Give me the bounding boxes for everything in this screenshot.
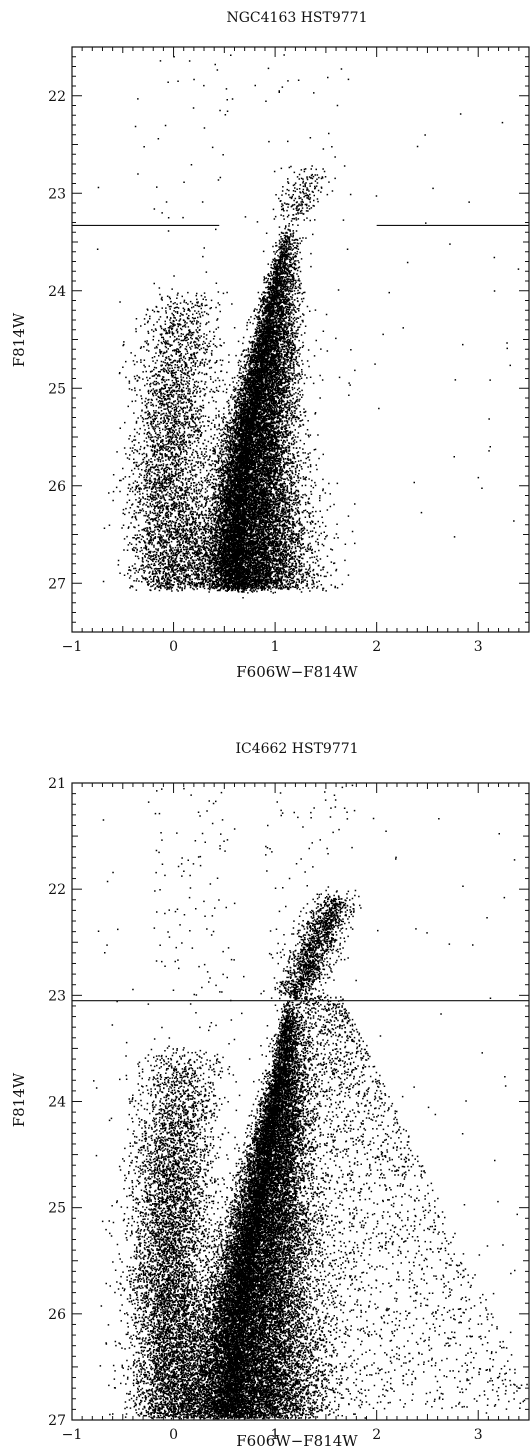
x-tick-label: 2 <box>372 639 381 655</box>
x-tick-label: 1 <box>271 1427 280 1443</box>
x-axis-label: F606W−F814W <box>236 663 358 681</box>
x-tick-label: 1 <box>271 639 280 655</box>
y-tick-label: 25 <box>48 381 66 397</box>
star-points <box>96 54 520 599</box>
y-tick-label: 27 <box>48 576 66 592</box>
x-axis-label: F606W−F814W <box>236 1432 358 1450</box>
y-tick-label: 26 <box>48 479 66 495</box>
x-tick-label: 3 <box>474 1427 483 1443</box>
star-scatter <box>96 54 520 599</box>
y-tick-labels: 21 22 23 24 25 26 27 <box>48 776 66 1429</box>
chart-title: NGC4163 HST9771 <box>227 10 368 26</box>
y-tick-label: 24 <box>48 284 66 300</box>
chart-title: IC4662 HST9771 <box>235 741 358 757</box>
x-tick-label: 0 <box>169 1427 178 1443</box>
y-tick-label: 21 <box>48 776 66 792</box>
x-tick-label: −1 <box>62 1427 83 1443</box>
y-tick-label: 24 <box>48 1095 66 1111</box>
y-tick-label: 26 <box>48 1307 66 1323</box>
y-axis-label: F814W <box>10 1072 28 1127</box>
x-tick-labels: −1 0 1 2 3 <box>62 639 483 655</box>
axis-ticks <box>71 46 530 633</box>
y-tick-labels: 22 23 24 25 26 27 <box>48 89 66 593</box>
star-scatter <box>93 784 528 1420</box>
x-tick-labels: −1 0 1 2 3 <box>62 1427 483 1443</box>
y-axis-label: F814W <box>10 312 28 367</box>
x-tick-label: 2 <box>372 1427 381 1443</box>
y-tick-label: 25 <box>48 1201 66 1217</box>
y-tick-label: 23 <box>48 186 66 202</box>
y-tick-label: 23 <box>48 988 66 1004</box>
y-tick-label: 22 <box>48 882 66 898</box>
x-tick-label: 3 <box>474 639 483 655</box>
star-points <box>93 784 528 1420</box>
axis-ticks <box>71 782 530 1421</box>
x-tick-label: 0 <box>169 639 178 655</box>
y-tick-label: 27 <box>48 1413 66 1429</box>
y-tick-label: 22 <box>48 89 66 105</box>
x-tick-label: −1 <box>62 639 83 655</box>
